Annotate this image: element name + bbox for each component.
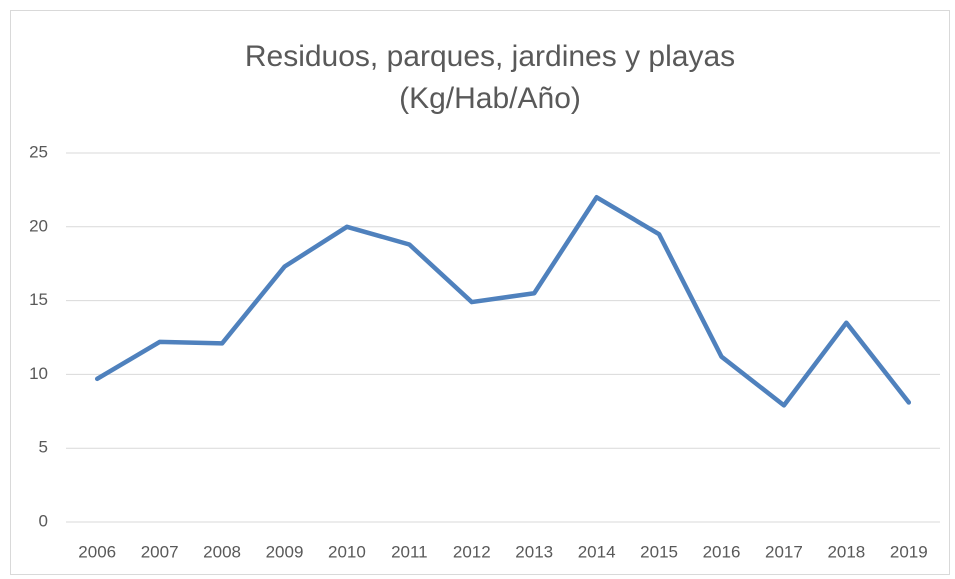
x-tick-label: 2016 [703, 542, 741, 561]
x-tick-label: 2006 [78, 542, 116, 561]
y-tick-label: 15 [29, 290, 48, 309]
x-tick-label: 2018 [827, 542, 865, 561]
data-line [94, 195, 912, 408]
chart-border [10, 10, 950, 575]
x-tick-label: 2019 [890, 542, 928, 561]
x-tick-label: 2007 [141, 542, 179, 561]
x-tick-label: 2010 [328, 542, 366, 561]
y-tick-label: 25 [29, 142, 48, 161]
chart-title: (Kg/Hab/Año) [399, 82, 581, 115]
chart-title: Residuos, parques, jardines y playas [245, 40, 735, 73]
x-tick-label: 2014 [578, 542, 616, 561]
y-tick-label: 20 [29, 216, 48, 235]
x-tick-label: 2011 [391, 542, 428, 561]
y-tick-label: 0 [39, 511, 48, 530]
x-tick-label: 2015 [640, 542, 678, 561]
y-tick-label: 10 [29, 364, 48, 383]
x-tick-label: 2009 [266, 542, 304, 561]
y-tick-label: 5 [39, 438, 48, 457]
x-tick-label: 2017 [765, 542, 803, 561]
x-tick-label: 2013 [515, 542, 553, 561]
x-tick-label: 2008 [203, 542, 241, 561]
x-tick-label: 2012 [453, 542, 491, 561]
